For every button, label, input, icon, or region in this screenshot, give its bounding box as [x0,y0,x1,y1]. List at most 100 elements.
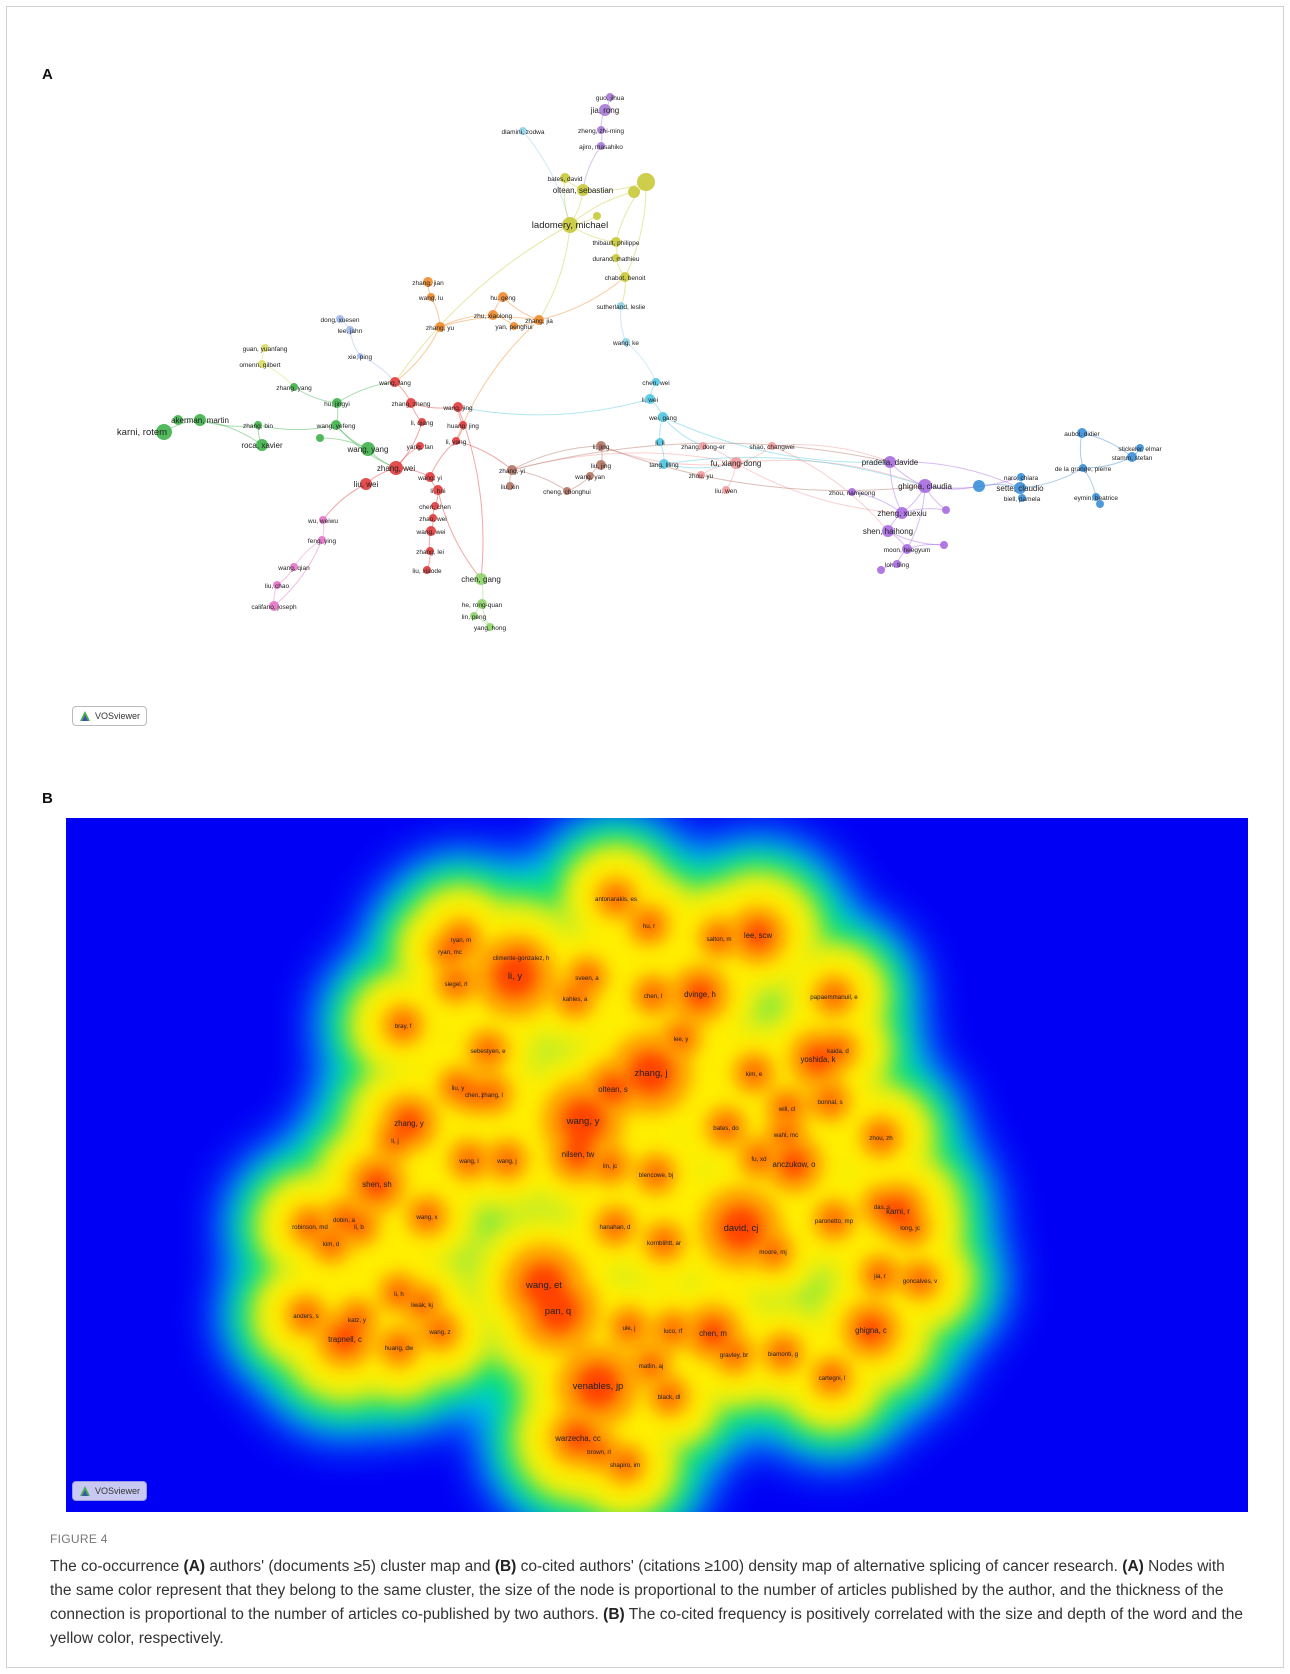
network-link [522,130,571,226]
author-label: zhou, yu [689,473,714,480]
author-node [896,507,908,519]
author-node [360,478,372,490]
author-node [942,506,950,514]
author-label: tang, liling [649,462,679,469]
network-link [538,276,626,321]
author-label: he, rong-quan [462,602,503,609]
cited-author-label: anczukow, o [773,1160,817,1169]
panel-b-letter: B [42,790,53,807]
density-terms: antonarakis, es hu, r salton, m lee, scw rya… [292,896,938,1469]
caption-bold-a: (A) [1122,1558,1144,1575]
author-node [884,456,896,468]
cited-author-label: long, jc [900,1225,920,1232]
network-link [511,445,602,471]
network-link [511,469,568,492]
author-node [256,439,268,451]
author-label: cheng, chonghui [543,489,591,496]
author-label: wang, qian [277,565,310,572]
network-link [771,444,891,463]
author-node [254,421,262,429]
author-label: zhao, wei [419,516,446,523]
author-label: wang, yang [347,445,389,454]
cited-author-label: wang, x [415,1214,438,1221]
author-node [346,326,354,334]
author-label: zhang, lei [416,549,444,556]
cited-author-label: shen, sh [362,1180,391,1189]
author-label: zheng, xuexiu [877,509,926,518]
author-label: jia, rong [590,106,619,115]
cited-author-label: sveen, a [575,975,599,982]
author-node [606,93,614,101]
author-node [331,420,341,430]
author-node [435,322,445,332]
author-node [318,536,326,544]
cited-author-label: kim, e [746,1071,763,1078]
author-label: lee, jahn [338,328,363,335]
author-node [596,460,606,470]
author-label: liu, chao [265,583,290,590]
author-label: thibault, philippe [593,240,640,247]
author-node [617,302,625,310]
author-node [470,612,478,620]
network-link [582,145,602,191]
author-label: fu, xiang-dong [711,459,762,468]
author-node [261,344,269,352]
author-label: wang, yi [417,475,442,482]
author-label: zhang, jia [525,318,553,325]
author-label: zhang, dong-er [681,444,726,451]
author-node [336,315,344,323]
cited-author-label: will, cl [778,1106,796,1113]
author-label: liu, xin [501,484,520,491]
author-node [628,186,640,198]
author-node [1079,464,1087,472]
panel-a-letter: A [42,66,53,83]
author-label: biell, pamela [1004,496,1041,503]
caption-part: co-cited authors' (citations ≥100) densi… [516,1558,1123,1575]
author-node [586,472,594,480]
author-node [290,383,298,391]
author-label: wu, weiwu [307,518,338,525]
author-node [477,599,487,609]
author-node [599,104,611,116]
author-label: chen, wei [642,380,669,387]
cited-author-label: climente-gonzalez, h [493,955,550,962]
author-label: li, qiang [411,420,434,427]
author-node [423,277,433,287]
network-link [336,381,396,404]
cited-author-label: papaemmanuil, e [810,994,858,1001]
caption-part: Nodes with the same color represent that… [50,1558,1225,1623]
author-node [593,212,601,220]
cited-author-label: li, j [391,1138,399,1145]
network-link [771,445,889,532]
author-label: stamm, stefan [1112,455,1153,462]
author-label: wang, wei [416,529,446,536]
author-node [273,581,281,589]
author-node [877,566,885,574]
cited-author-label: liwak, kj [411,1302,433,1309]
author-label: chabot, benoit [605,275,646,282]
cited-author-label: bates, do [713,1125,739,1132]
author-label: bates, david [547,176,582,183]
author-label: yang, fan [407,444,434,451]
author-label: aubol, didier [1064,431,1100,438]
author-node [659,459,669,469]
network-link [663,462,737,469]
author-label: li, yang [446,439,467,446]
author-label: wang, ke [612,340,639,347]
cited-author-label: chen, j [465,1092,483,1099]
cited-author-label: ryan, m [451,937,472,944]
author-node [431,502,439,510]
author-label: chen, chen [419,504,451,511]
author-node [611,237,621,247]
author-label: huang, jing [447,423,479,430]
figure-number: FIGURE 4 [50,1532,108,1546]
author-node [656,438,664,446]
author-node [519,127,527,135]
author-node [332,398,342,408]
author-node [534,315,544,325]
author-label: lin, peng [462,614,487,621]
caption-part: authors' (documents ≥5) cluster map and [205,1558,495,1575]
network-link [735,462,903,514]
author-label: yan, penghui [495,324,532,331]
author-node [1127,452,1137,462]
